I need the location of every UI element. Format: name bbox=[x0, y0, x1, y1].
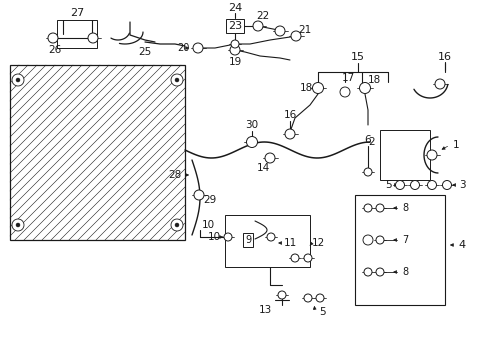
Circle shape bbox=[362, 235, 372, 245]
Text: 9: 9 bbox=[244, 235, 250, 245]
Text: 24: 24 bbox=[227, 3, 242, 13]
Circle shape bbox=[304, 294, 311, 302]
Text: 30: 30 bbox=[245, 120, 258, 130]
Text: 8: 8 bbox=[401, 203, 407, 213]
Text: 10: 10 bbox=[201, 220, 214, 230]
Circle shape bbox=[252, 21, 263, 31]
Text: 13: 13 bbox=[258, 305, 271, 315]
Circle shape bbox=[315, 294, 324, 302]
Circle shape bbox=[375, 268, 383, 276]
Text: 18: 18 bbox=[299, 83, 312, 93]
Circle shape bbox=[264, 153, 274, 163]
Circle shape bbox=[426, 150, 436, 160]
Bar bbox=[57, 20, 97, 48]
Circle shape bbox=[274, 26, 285, 36]
Text: 14: 14 bbox=[256, 163, 269, 173]
Circle shape bbox=[175, 223, 179, 227]
Bar bbox=[10, 65, 184, 240]
Circle shape bbox=[375, 236, 383, 244]
Text: 5: 5 bbox=[318, 307, 325, 317]
Circle shape bbox=[278, 291, 285, 299]
Circle shape bbox=[312, 82, 323, 94]
Circle shape bbox=[88, 33, 98, 43]
Circle shape bbox=[16, 223, 20, 227]
Circle shape bbox=[442, 180, 450, 189]
Circle shape bbox=[194, 190, 203, 200]
Circle shape bbox=[363, 268, 371, 276]
Text: 4: 4 bbox=[458, 240, 465, 250]
Circle shape bbox=[266, 233, 274, 241]
Circle shape bbox=[290, 31, 301, 41]
Circle shape bbox=[171, 219, 183, 231]
Circle shape bbox=[359, 82, 370, 94]
Text: 26: 26 bbox=[48, 45, 61, 55]
Circle shape bbox=[12, 74, 24, 86]
Circle shape bbox=[224, 233, 231, 241]
Text: 3: 3 bbox=[458, 180, 465, 190]
Circle shape bbox=[375, 204, 383, 212]
Text: 17: 17 bbox=[341, 73, 354, 83]
Text: 28: 28 bbox=[168, 170, 181, 180]
Text: 27: 27 bbox=[70, 8, 84, 18]
Circle shape bbox=[175, 78, 179, 82]
Circle shape bbox=[427, 180, 436, 189]
Text: 8: 8 bbox=[401, 267, 407, 277]
Circle shape bbox=[229, 45, 240, 55]
Circle shape bbox=[304, 254, 311, 262]
Bar bbox=[379, 130, 429, 180]
Text: 10: 10 bbox=[207, 232, 220, 242]
Circle shape bbox=[171, 74, 183, 86]
Circle shape bbox=[363, 204, 371, 212]
Text: 16: 16 bbox=[437, 52, 451, 62]
Circle shape bbox=[434, 79, 444, 89]
Text: 29: 29 bbox=[203, 195, 216, 205]
Circle shape bbox=[16, 78, 20, 82]
Circle shape bbox=[290, 254, 298, 262]
Circle shape bbox=[12, 219, 24, 231]
Circle shape bbox=[395, 180, 404, 189]
Text: 5: 5 bbox=[384, 180, 390, 190]
Circle shape bbox=[230, 40, 239, 48]
Text: 19: 19 bbox=[228, 57, 241, 67]
Text: 12: 12 bbox=[311, 238, 324, 248]
Text: 2: 2 bbox=[368, 137, 375, 147]
Text: 20: 20 bbox=[177, 43, 189, 53]
Text: 23: 23 bbox=[227, 21, 242, 31]
Circle shape bbox=[363, 168, 371, 176]
Text: 6: 6 bbox=[364, 135, 370, 145]
Bar bbox=[354, 195, 444, 305]
Text: 16: 16 bbox=[283, 110, 296, 120]
Text: 21: 21 bbox=[298, 25, 311, 35]
Text: 22: 22 bbox=[256, 11, 269, 21]
Circle shape bbox=[193, 43, 203, 53]
Text: 7: 7 bbox=[401, 235, 407, 245]
Text: 1: 1 bbox=[452, 140, 458, 150]
Text: 11: 11 bbox=[283, 238, 296, 248]
Circle shape bbox=[48, 33, 58, 43]
Circle shape bbox=[285, 129, 294, 139]
Bar bbox=[224, 215, 309, 267]
Circle shape bbox=[409, 180, 419, 189]
Circle shape bbox=[339, 87, 349, 97]
Text: 25: 25 bbox=[138, 47, 151, 57]
Circle shape bbox=[246, 136, 257, 148]
Text: 18: 18 bbox=[366, 75, 380, 85]
Text: 15: 15 bbox=[350, 52, 364, 62]
